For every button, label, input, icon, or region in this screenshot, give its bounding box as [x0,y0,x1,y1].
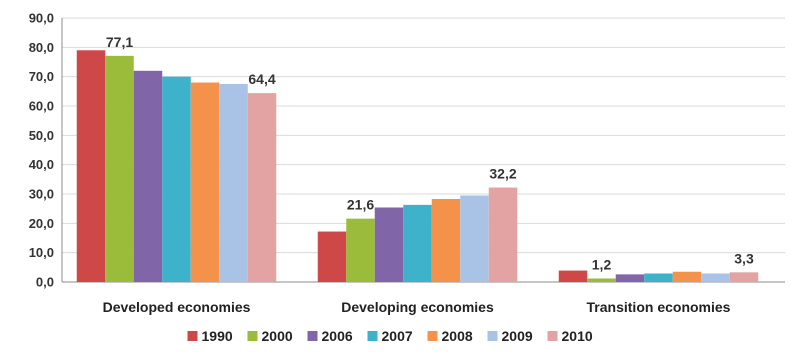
legend-swatch [487,331,498,341]
data-label: 64,4 [248,71,275,87]
bar-2007 [162,76,191,283]
bar-2006 [615,274,645,282]
legend-swatch [187,331,198,341]
bar-1990 [317,231,347,282]
category-labels: Developed economies Developing economies T… [103,299,731,315]
data-label: 21,6 [347,197,374,213]
bar-2009 [219,84,248,282]
legend-label: 2010 [562,328,593,344]
y-axis-tick-labels: 0,0 10,0 20,0 30,0 40,0 50,0 60,0 70,0 80,0 90,0 [29,11,54,290]
bar-2008 [672,271,702,282]
bar-2009 [701,273,730,282]
bar-1990 [558,270,588,282]
y-tick-label: 40,0 [29,157,54,172]
data-label: 77,1 [106,34,133,50]
data-labels: 77,1 64,4 21,6 32,2 1,2 3,3 [106,34,754,273]
bar-2008 [431,198,461,282]
y-tick-label: 60,0 [29,99,54,114]
category-label: Transition economies [587,299,731,315]
category-label: Developed economies [103,299,251,315]
bar-2007 [403,204,432,282]
y-tick-label: 0,0 [36,275,54,290]
legend-swatch [367,331,378,341]
bar-1990 [76,50,106,283]
bar-2007 [644,273,673,282]
legend-swatch [547,331,558,341]
bar-2008 [190,82,220,283]
y-tick-label: 90,0 [29,11,54,26]
legend-label: 2000 [262,328,293,344]
bar-2006 [374,207,404,282]
legend-swatch [427,331,438,341]
y-tick-label: 80,0 [29,40,54,55]
legend-label: 2007 [382,328,413,344]
category-label: Developing economies [341,299,494,315]
legend-label: 1990 [202,328,233,344]
y-tick-label: 30,0 [29,187,54,202]
data-label: 1,2 [592,256,612,272]
data-label: 32,2 [489,166,516,182]
legend-swatch [247,331,258,341]
bar-2010 [488,187,518,282]
bar-2000 [105,55,134,283]
legend-label: 2006 [322,328,353,344]
data-label: 3,3 [734,250,754,266]
bars [76,50,759,283]
bar-2000 [346,218,375,282]
bar-2010 [247,93,277,283]
legend-swatch [307,331,318,341]
bar-2010 [729,272,759,282]
y-tick-label: 50,0 [29,128,54,143]
y-tick-label: 10,0 [29,245,54,260]
bar-2009 [460,195,489,282]
legend-label: 2008 [442,328,473,344]
legend: 1990 2000 2006 2007 2008 2009 2010 [187,328,593,344]
y-tick-label: 70,0 [29,69,54,84]
y-tick-label: 20,0 [29,216,54,231]
bar-2006 [133,70,163,282]
legend-label: 2009 [502,328,533,344]
bar-2000 [587,278,616,282]
